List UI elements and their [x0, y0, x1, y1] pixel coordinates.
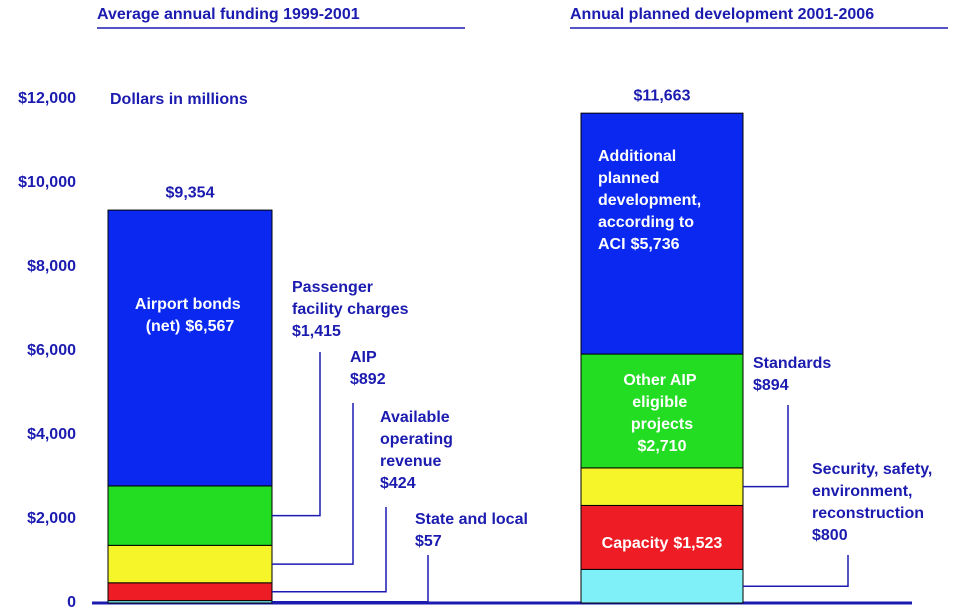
value-label: $5,736 — [631, 236, 680, 253]
y-tick-label: $8,000 — [27, 258, 76, 275]
value-label: $6,567 — [185, 318, 234, 335]
bar-segment — [580, 568, 744, 604]
segment-label: Security, safety, environment, reconstru… — [812, 461, 937, 522]
bar-segment — [580, 504, 744, 570]
y-tick-label: $4,000 — [27, 426, 76, 443]
total-label: $9,354 — [166, 184, 215, 201]
leader-line — [272, 403, 354, 565]
y-tick-label: $2,000 — [27, 510, 76, 527]
bar-segment — [580, 112, 744, 355]
y-tick-label: $12,000 — [18, 90, 76, 107]
panel-title: Annual planned development 2001-2006 — [570, 6, 874, 23]
value-label: $2,710 — [638, 438, 687, 455]
y-tick-label: $10,000 — [18, 174, 76, 191]
value-label: $800 — [812, 527, 848, 544]
leader-line — [272, 352, 321, 517]
segment-label: Airport bonds (net) — [135, 296, 245, 335]
value-label: $57 — [415, 533, 442, 550]
leader-line — [272, 555, 429, 603]
value-label: $894 — [753, 377, 789, 394]
leader-line — [743, 555, 849, 587]
total-label: $11,663 — [634, 87, 691, 104]
segment-label: Available operating revenue — [380, 409, 457, 470]
bar-segment — [580, 353, 744, 469]
bar-segment — [107, 209, 273, 487]
value-label: $892 — [350, 371, 386, 388]
segment-label: Capacity — [602, 535, 669, 552]
segment-label: Standards — [753, 355, 831, 372]
bar-segment — [107, 544, 273, 584]
y-tick-label: 0 — [67, 594, 76, 611]
bar-segment — [107, 582, 273, 602]
bar-segment — [107, 485, 273, 546]
bar-segment — [580, 467, 744, 506]
segment-label: Additional planned development, accordin… — [598, 148, 706, 253]
segment-label: Other AIP eligible projects — [623, 372, 700, 433]
segment-label: State and local — [415, 511, 528, 528]
value-label: $1,523 — [673, 535, 722, 552]
leader-line — [272, 507, 387, 593]
value-label: $424 — [380, 475, 416, 492]
value-label: $1,415 — [292, 323, 341, 340]
segment-label: AIP — [350, 349, 377, 366]
panel-title: Average annual funding 1999-2001 — [97, 6, 360, 23]
segment-label: Passenger facility charges — [292, 279, 409, 318]
unit-note: Dollars in millions — [110, 91, 248, 108]
y-tick-label: $6,000 — [27, 342, 76, 359]
leader-line — [743, 405, 789, 488]
